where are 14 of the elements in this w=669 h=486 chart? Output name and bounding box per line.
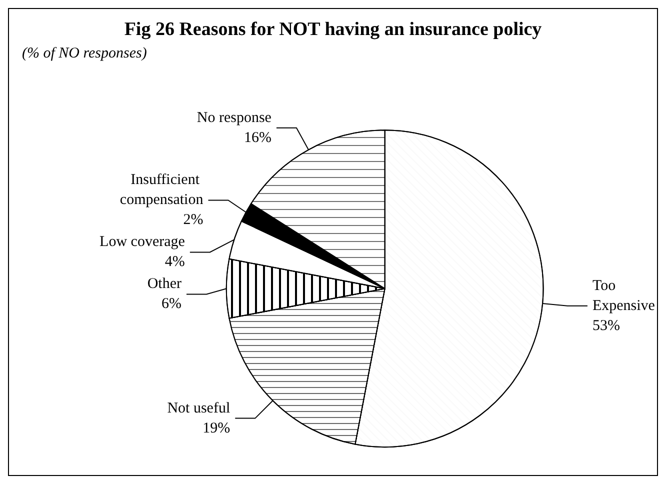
slice-label: No response	[196, 110, 272, 126]
data-label: 53%	[592, 318, 620, 334]
chart-title: Fig 26 Reasons for NOT having an insurance policy	[124, 19, 542, 40]
slice-label: Other	[147, 276, 182, 292]
chart-subtitle: (% of NO responses)	[22, 46, 147, 62]
data-label: 19%	[202, 420, 230, 436]
slice-label: Low coverage	[100, 234, 186, 250]
slice-label: Not useful	[167, 400, 230, 416]
data-label: 2%	[183, 212, 204, 228]
data-label: 4%	[164, 254, 185, 270]
data-label: 16%	[244, 130, 272, 146]
data-label: 6%	[161, 296, 182, 312]
slice-label: Too Expensive	[592, 278, 656, 314]
slice-label: Insufficient compensation	[120, 172, 204, 208]
